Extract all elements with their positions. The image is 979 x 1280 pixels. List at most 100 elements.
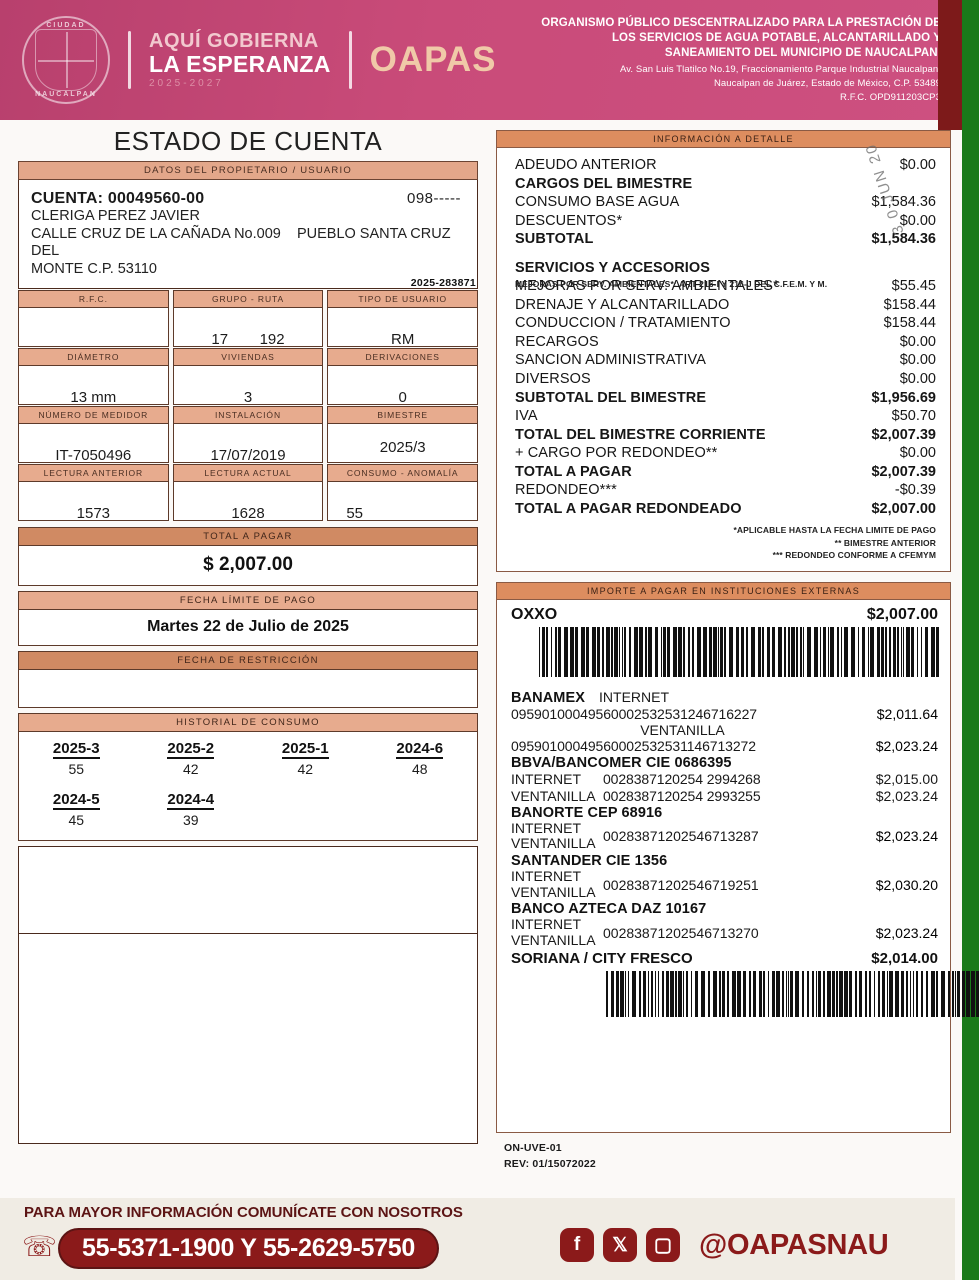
slogan-years: 2025-2027	[149, 78, 224, 90]
street-address: CALLE CRUZ DE LA CAÑADA No.009	[31, 225, 281, 242]
social-handle[interactable]: @OAPASNAU	[699, 1228, 889, 1261]
footer-info-text: PARA MAYOR INFORMACIÓN COMUNÍCATE CON NO…	[24, 1204, 463, 1221]
detail-row-amount: $2,007.39	[871, 463, 936, 480]
banorte-channels: INTERNET VENTANILLA	[511, 819, 603, 852]
seal-bottom-text: NAUCALPAN	[35, 91, 97, 98]
history-period: 2024-4	[167, 790, 215, 810]
field-medidor-label: NÚMERO DE MEDIDOR	[18, 405, 169, 423]
bbva-internet-ref: 0028387120254 2994268	[603, 771, 761, 788]
detail-row: ADEUDO ANTERIOR $0.00	[515, 156, 936, 175]
field-grupo-value: 17	[211, 330, 229, 348]
page-title: ESTADO DE CUENTA	[113, 126, 383, 156]
field-grupo-ruta-label: GRUPO - RUTA	[172, 289, 324, 307]
reference-number: 2025-283871	[410, 276, 476, 289]
history-period: 2025-2	[167, 739, 215, 759]
azteca-channels: INTERNET VENTANILLA	[511, 917, 603, 948]
banorte-amount: $2,023.24	[875, 828, 938, 845]
history-period: 2025-1	[281, 739, 329, 759]
government-slogan: AQUÍ GOBIERNA LA ESPERANZA 2025-2027	[149, 29, 331, 90]
field-consumo-label: CONSUMO - ANOMALÍA	[327, 463, 479, 481]
owner-address-1: CALLE CRUZ DE LA CAÑADA No.009 PUEBLO SA…	[31, 226, 465, 261]
detail-panel-header: INFORMACIÓN A DETALLE	[497, 131, 950, 148]
bbva-label: BBVA/BANCOMER CIE 0686395	[511, 755, 732, 772]
left-column: ESTADO DE CUENTA DATOS DEL PROPIETARIO /…	[18, 126, 479, 1144]
bank-santander: SANTANDER CIE 1356 INTERNET VENTANILLA 0…	[511, 853, 938, 900]
azteca-ventanilla-label: VENTANILLA	[511, 932, 596, 949]
facebook-icon[interactable]: f	[560, 1228, 594, 1262]
santander-channels: INTERNET VENTANILLA	[511, 868, 603, 900]
org-line-3: SANEAMIENTO DEL MUNICIPIO DE NAUCALPAN.	[664, 47, 941, 60]
banamex-ventanilla-label: VENTANILLA	[640, 722, 725, 739]
grid-row-2: DIÁMETRO 13 mm VIVIENDAS 3 DERIVACIONES …	[18, 347, 479, 406]
slogan-line-1: AQUÍ GOBIERNA	[149, 29, 319, 52]
detail-row-amount: $0.00	[899, 157, 936, 173]
detail-note-4: MEJORAS POR SERV. AMBIENTALES*: ART 216-…	[515, 279, 828, 289]
detail-row-amount: $55.45	[891, 278, 936, 295]
org-line-2: LOS SERVICIOS DE AGUA POTABLE, ALCANTARI…	[611, 32, 941, 45]
santander-row: INTERNET VENTANILLA 00283871202546719251…	[511, 868, 938, 900]
photo-edge-strip	[938, 0, 962, 130]
external-payments-panel: IMPORTE A PAGAR EN INSTITUCIONES EXTERNA…	[496, 582, 979, 1133]
history-row-1: 2025-3 55 2025-2 42 2025-1 42 2024-6 48	[19, 740, 477, 777]
field-viviendas-value: 3	[243, 388, 253, 406]
owner-details: 098----- CUENTA: 00049560-00 CLERIGA PER…	[18, 180, 478, 289]
org-address-2: Naucalpan de Juárez, Estado de México, C…	[713, 77, 941, 89]
phone-icon: ☏	[22, 1231, 58, 1262]
seal-top-text: CIUDAD	[46, 22, 86, 29]
detail-rows: 3 0 JUN 20 ADEUDO ANTERIOR $0.00 CARGOS DE…	[497, 141, 950, 571]
field-medidor: NÚMERO DE MEDIDOR IT-7050496	[18, 405, 169, 464]
external-payments-body: OXXO $2,007.00 BANAMEX INTERNET 09590100…	[497, 600, 979, 1132]
oxxo-row: OXXO $2,007.00	[511, 606, 938, 624]
detail-row-amount: $0.00	[899, 333, 936, 350]
santander-amount: $2,030.20	[875, 876, 938, 893]
bbva-ventanilla-amount: $2,023.24	[875, 787, 938, 804]
detail-row-label: IVA	[515, 408, 538, 425]
field-rfc-label: R.F.C.	[18, 289, 169, 307]
detail-row-label: ADEUDO ANTERIOR	[515, 157, 657, 173]
field-ruta-value: 192	[259, 330, 285, 348]
history-value: 39	[182, 811, 199, 828]
field-lectura-actual: LECTURA ACTUAL 1628	[172, 463, 324, 522]
detail-row-label: CARGOS DEL BIMESTRE	[515, 175, 693, 192]
history-row-2: 2024-5 45 2024-4 39	[19, 791, 477, 828]
detail-row: IVA $50.70	[515, 407, 936, 426]
history-period: 2025-3	[52, 739, 100, 759]
contact-phones[interactable]: 55-5371-1900 Y 55-2629-5750	[58, 1228, 439, 1269]
header-divider-1	[128, 31, 131, 89]
detail-row-label: CONDUCCION / TRATAMIENTO	[515, 315, 731, 332]
grid-row-4: LECTURA ANTERIOR 1573 LECTURA ACTUAL 162…	[18, 463, 479, 522]
due-date-header: FECHA LÍMITE DE PAGO	[18, 590, 478, 610]
field-tipo-usuario: TIPO DE USUARIO RM	[327, 289, 479, 348]
detail-row-amount: $50.70	[891, 408, 936, 425]
field-lectura-actual-label: LECTURA ACTUAL	[172, 463, 324, 481]
history-header: HISTORIAL DE CONSUMO	[18, 712, 478, 732]
history-item: 2025-1 42	[248, 740, 363, 777]
account-attributes-grid: 2025-283871 R.F.C. GRUPO - RUTA 17 192 T…	[18, 277, 479, 522]
x-twitter-icon[interactable]: 𝕏	[603, 1228, 637, 1262]
detail-row-label: RECARGOS	[515, 333, 599, 350]
detail-row-amount: $158.44	[883, 315, 936, 332]
detail-notes: *APLICABLE HASTA LA FECHA LIMITE DE PAGO…	[515, 279, 936, 561]
banamex-label: BANAMEX	[511, 690, 586, 707]
owner-name: CLERIGA PEREZ JAVIER	[31, 208, 200, 224]
azteca-ref: 00283871202546713270	[603, 925, 759, 942]
right-column: INFORMACIÓN A DETALLE 3 0 JUN 20 ADEUDO …	[496, 130, 979, 1173]
history-value: 45	[68, 811, 85, 828]
field-grupo-ruta: GRUPO - RUTA 17 192	[172, 289, 324, 348]
detail-row-label: SUBTOTAL DEL BIMESTRE	[515, 389, 707, 406]
field-tipo-usuario-value: RM	[391, 330, 415, 348]
form-revision: ON-UVE-01 REV: 01/15072022	[504, 1141, 951, 1173]
organization-info: ORGANISMO PÚBLICO DESCENTRALIZADO PARA L…	[541, 16, 941, 104]
detail-row: TOTAL DEL BIMESTRE CORRIENTE $2,007.39	[515, 426, 936, 445]
banorte-ventanilla-label: VENTANILLA	[511, 835, 596, 852]
banorte-internet-label: INTERNET	[511, 819, 581, 836]
grid-row-3: NÚMERO DE MEDIDOR IT-7050496 INSTALACIÓN…	[18, 405, 479, 464]
detail-row: TOTAL A PAGAR REDONDEADO $2,007.00	[515, 500, 936, 519]
detail-row: SUBTOTAL $1,584.36	[515, 230, 936, 249]
instagram-icon[interactable]: ▢	[646, 1228, 680, 1262]
detail-row-amount: $1,584.36	[871, 231, 936, 248]
field-derivaciones: DERIVACIONES 0	[327, 347, 479, 406]
banorte-ref: 00283871202546713287	[603, 828, 759, 845]
detail-row-label: REDONDEO***	[515, 482, 617, 499]
